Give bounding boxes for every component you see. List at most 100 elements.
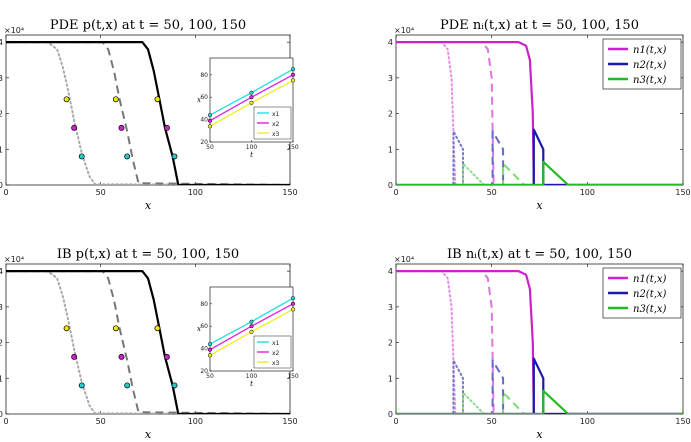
plot-area bbox=[6, 270, 290, 414]
y-multiplier: ×10⁴ bbox=[394, 26, 414, 35]
inset-point bbox=[290, 67, 296, 72]
series-line-n2-t-150 bbox=[396, 128, 683, 185]
inset-y-tick-label: 60 bbox=[200, 94, 208, 101]
x-tick-label: 100 bbox=[580, 417, 595, 426]
inset-x-label: t bbox=[250, 151, 253, 159]
legend: n1(t,x) n2(t,x) n3(t,x) bbox=[602, 38, 682, 90]
x-tick-label: 150 bbox=[675, 188, 690, 197]
inset-y-tick-label: 40 bbox=[200, 346, 208, 353]
inset-point bbox=[290, 307, 296, 312]
chart-title: IB nᵢ(t,x) at t = 50, 100, 150 bbox=[447, 247, 632, 262]
legend-label: n1(t,x) bbox=[633, 274, 667, 285]
x-tick-label: 50 bbox=[96, 188, 106, 197]
inset-legend-label: x3 bbox=[272, 131, 280, 138]
inset-point bbox=[290, 301, 296, 306]
inset-x-tick-label: 100 bbox=[246, 144, 258, 151]
x-tick-label: 100 bbox=[188, 417, 203, 426]
inset-point bbox=[249, 95, 254, 100]
inset-x-tick-label: 150 bbox=[287, 373, 299, 380]
inset-point bbox=[249, 324, 254, 329]
inset-y-tick-label: 80 bbox=[200, 72, 208, 79]
legend-label: n1(t,x) bbox=[633, 45, 667, 56]
x-axis-label: x bbox=[536, 428, 543, 441]
data-marker bbox=[78, 153, 85, 160]
chart-title: IB p(t,x) at t = 50, 100, 150 bbox=[57, 247, 239, 262]
series-line-n2-t-50 bbox=[396, 359, 683, 414]
x-tick-label: 100 bbox=[188, 188, 203, 197]
chart-ib-p: IB p(t,x) at t = 50, 100, 150 ×10⁴ 0 50 100 1… bbox=[0, 247, 299, 441]
inset-x-tick-label: 150 bbox=[287, 144, 299, 151]
y-tick-label: 4 bbox=[0, 38, 3, 47]
x-axis-label: x bbox=[145, 428, 152, 441]
y-tick-label: 2 bbox=[388, 110, 393, 119]
data-marker bbox=[71, 124, 78, 131]
inset-point bbox=[207, 347, 213, 352]
x-tick-label: 150 bbox=[675, 417, 690, 426]
inset-legend-label: x2 bbox=[272, 121, 280, 128]
x-tick-label: 0 bbox=[393, 188, 398, 197]
inset-y-tick-label: 60 bbox=[200, 323, 208, 330]
series-line-n3-t-150 bbox=[396, 389, 683, 414]
legend-box bbox=[602, 267, 682, 319]
legend-label: n2(t,x) bbox=[633, 60, 667, 71]
inset-point bbox=[249, 329, 254, 334]
y-tick-label: 0 bbox=[0, 181, 3, 190]
data-marker bbox=[124, 153, 131, 160]
data-marker bbox=[78, 382, 85, 389]
data-marker bbox=[163, 124, 170, 131]
y-multiplier: ×10⁴ bbox=[4, 26, 24, 35]
inset-point bbox=[207, 118, 213, 123]
inset-point bbox=[249, 100, 254, 105]
data-marker bbox=[163, 353, 170, 360]
series-line-n1-t-150 bbox=[396, 40, 683, 185]
series-line-n2-t-50 bbox=[396, 130, 683, 185]
inset-point bbox=[207, 113, 213, 118]
x-tick-label: 150 bbox=[282, 417, 297, 426]
x-tick-label: 0 bbox=[3, 417, 8, 426]
inset-legend-label: x2 bbox=[272, 350, 280, 357]
y-tick-label: 3 bbox=[388, 74, 393, 83]
inset-y-tick-label: 80 bbox=[200, 301, 208, 308]
data-marker bbox=[171, 153, 178, 160]
y-tick-label: 3 bbox=[0, 74, 3, 83]
chart-title: PDE nᵢ(t,x) at t = 50, 100, 150 bbox=[440, 18, 639, 33]
legend-label: n2(t,x) bbox=[633, 289, 667, 300]
inset-point bbox=[290, 78, 296, 83]
chart-pde-p: PDE p(t,x) at t = 50, 100, 150 ×10⁴ 0 50 100… bbox=[0, 18, 299, 212]
y-multiplier: ×10⁴ bbox=[394, 255, 414, 264]
inset-point bbox=[249, 319, 254, 324]
x-tick-label: 50 bbox=[487, 188, 497, 197]
inset-y-label: x bbox=[197, 325, 201, 333]
data-marker bbox=[124, 382, 131, 389]
series-line-n3-t-100 bbox=[396, 391, 683, 414]
x-tick-label: 50 bbox=[487, 417, 497, 426]
inset-point bbox=[290, 296, 296, 301]
y-tick-label: 2 bbox=[388, 339, 393, 348]
inset-y-tick-label: 20 bbox=[200, 139, 208, 146]
y-tick-label: 3 bbox=[388, 303, 393, 312]
inset-chart: 50 100 150 20 40 60 80 t x x1 x2 x3 bbox=[197, 57, 299, 159]
inset-x-label: t bbox=[250, 380, 253, 388]
x-tick-label: 0 bbox=[3, 188, 8, 197]
series-line-n2-t-100 bbox=[396, 359, 683, 414]
series-line-t-100 bbox=[6, 270, 290, 414]
y-tick-label: 3 bbox=[0, 303, 3, 312]
y-tick-label: 4 bbox=[0, 267, 3, 276]
y-tick-label: 1 bbox=[0, 374, 3, 383]
inset-legend-label: x1 bbox=[272, 111, 280, 118]
x-tick-label: 100 bbox=[580, 188, 595, 197]
y-tick-label: 4 bbox=[388, 267, 393, 276]
inset-y-tick-label: 40 bbox=[200, 117, 208, 124]
x-tick-label: 50 bbox=[96, 417, 106, 426]
y-multiplier: ×10⁴ bbox=[4, 255, 24, 264]
inset-point bbox=[290, 72, 296, 77]
series-line-n1-t-150 bbox=[396, 270, 683, 414]
inset-chart: 50 100 150 20 40 60 80 t x x1 x2 x3 bbox=[197, 286, 299, 388]
y-tick-label: 0 bbox=[388, 181, 393, 190]
y-tick-label: 1 bbox=[388, 145, 393, 154]
y-tick-label: 1 bbox=[0, 145, 3, 154]
data-marker bbox=[63, 96, 70, 103]
series-line-n3-t-50 bbox=[396, 391, 683, 414]
y-tick-label: 0 bbox=[388, 410, 393, 419]
